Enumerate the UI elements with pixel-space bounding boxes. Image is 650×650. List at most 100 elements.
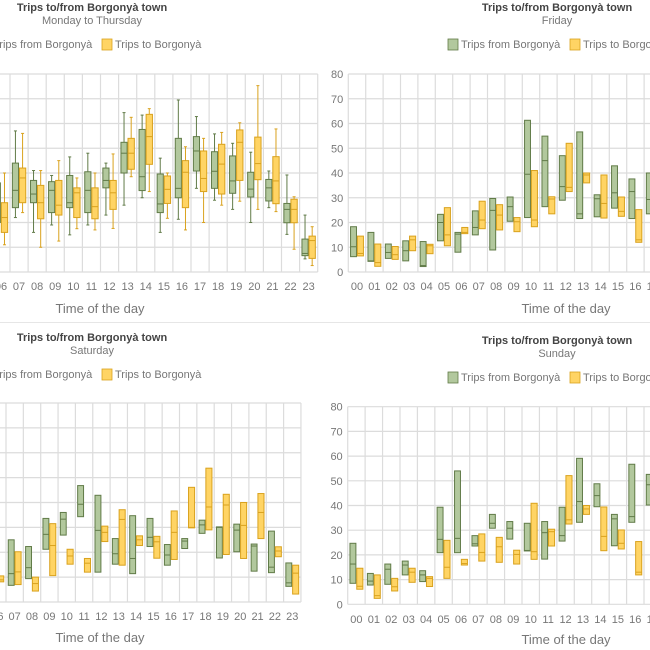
- box-iqr: [373, 574, 381, 599]
- box-trips-from-18: [198, 519, 206, 534]
- chart-panel-monday-thursday: Trips to/from Borgonyà town Monday to Thu…: [0, 0, 325, 325]
- box-trips-from-16: [163, 544, 171, 566]
- x-tick-label: 05: [438, 281, 450, 293]
- box-trips-from-08: [489, 197, 497, 251]
- box-iqr: [582, 505, 590, 515]
- box-iqr: [600, 174, 608, 219]
- box-trips-to-08: [496, 204, 504, 231]
- x-tick-label: 14: [594, 614, 606, 626]
- box-trips-from-02: [384, 243, 392, 259]
- box-trips-from-20: [233, 523, 241, 553]
- box-iqr: [274, 546, 282, 558]
- box-iqr: [48, 181, 56, 214]
- x-tick-label: 16: [629, 281, 641, 293]
- box-iqr: [356, 235, 364, 257]
- legend-swatch-0: [447, 371, 459, 384]
- box-trips-to-18: [218, 131, 226, 206]
- box-trips-to-16: [170, 510, 178, 560]
- x-tick-label: 13: [577, 614, 589, 626]
- box-iqr: [49, 523, 57, 577]
- x-tick-label: 21: [251, 611, 263, 623]
- legend-label: Trips to Borgonyà: [583, 372, 650, 384]
- box-trips-to-13: [118, 509, 126, 566]
- y-tick-label: 80: [331, 69, 343, 81]
- y-tick-label: 0: [337, 267, 343, 279]
- box-trips-from-08: [29, 170, 38, 233]
- legend-label: Trips from Borgonyà: [461, 39, 561, 51]
- box-trips-from-05: [437, 213, 444, 242]
- box-iqr: [513, 549, 521, 565]
- box-trips-to-11: [91, 172, 99, 231]
- box-iqr: [600, 506, 608, 552]
- x-tick-label: 23: [303, 281, 315, 293]
- box-iqr: [401, 560, 409, 576]
- box-trips-to-15: [617, 529, 625, 550]
- box-trips-to-10: [66, 548, 74, 565]
- box-trips-to-01: [374, 243, 382, 267]
- box-trips-from-11: [84, 152, 92, 226]
- box-iqr: [181, 538, 189, 550]
- x-tick-label: 18: [199, 611, 211, 623]
- box-iqr: [111, 538, 119, 565]
- box-iqr: [443, 207, 451, 247]
- box-trips-to-12: [565, 142, 573, 193]
- x-tick-label: 15: [612, 614, 624, 626]
- box-trips-from-11: [77, 485, 85, 518]
- box-trips-to-09: [513, 217, 521, 233]
- box-trips-from-16: [628, 463, 636, 523]
- box-trips-from-02: [384, 563, 392, 585]
- box-trips-to-09: [513, 549, 521, 565]
- box-trips-from-18: [210, 133, 219, 201]
- box-iqr: [156, 173, 164, 214]
- x-tick-label: 09: [43, 611, 55, 623]
- box-iqr: [236, 129, 244, 181]
- box-trips-from-00: [350, 226, 357, 258]
- legend-swatch-1: [569, 38, 581, 51]
- box-trips-to-11: [83, 557, 91, 573]
- box-iqr: [460, 558, 468, 566]
- box-iqr: [471, 210, 479, 236]
- box-trips-from-09: [48, 174, 56, 226]
- box-trips-to-06: [461, 226, 469, 235]
- y-tick-label: 20: [331, 218, 343, 230]
- box-trips-to-07: [478, 533, 486, 562]
- legend-swatch-0: [447, 38, 459, 51]
- chart-title: Trips to/from Borgonyà town: [482, 2, 633, 14]
- box-iqr: [37, 184, 45, 220]
- box-trips-to-14: [145, 108, 153, 193]
- box-trips-from-12: [94, 494, 102, 573]
- box-trips-from-16: [628, 178, 636, 220]
- box-iqr: [301, 238, 309, 257]
- box-iqr: [443, 539, 451, 579]
- box-iqr: [478, 533, 486, 562]
- x-tick-label: 14: [130, 611, 142, 623]
- chart-panel-sunday: Trips to/from Borgonyà town Sunday Trips f…: [325, 325, 650, 650]
- chart-subtitle: Friday: [542, 15, 573, 27]
- box-iqr: [199, 150, 208, 193]
- box-iqr: [292, 564, 300, 595]
- box-trips-from-21: [250, 543, 258, 572]
- x-tick-label: 09: [507, 614, 519, 626]
- box-trips-from-07: [11, 130, 20, 219]
- box-trips-to-21: [257, 493, 265, 540]
- box-iqr: [59, 511, 67, 536]
- x-tick-label: 00: [351, 281, 363, 293]
- box-iqr: [436, 506, 444, 554]
- box-iqr: [565, 475, 573, 525]
- box-iqr: [391, 577, 399, 592]
- y-tick-label: 50: [330, 476, 342, 488]
- y-tick-label: 10: [331, 242, 343, 254]
- x-axis-label: Time of the day: [55, 630, 145, 645]
- box-iqr: [454, 231, 462, 253]
- box-iqr: [11, 162, 20, 209]
- box-iqr: [437, 213, 444, 242]
- x-tick-label: 06: [455, 281, 467, 293]
- box-iqr: [496, 204, 504, 231]
- box-trips-from-14: [138, 114, 146, 199]
- box-iqr: [233, 523, 241, 553]
- chart-subtitle: Sunday: [538, 348, 576, 360]
- box-iqr: [83, 557, 91, 573]
- box-iqr: [628, 463, 636, 523]
- box-iqr: [153, 535, 161, 559]
